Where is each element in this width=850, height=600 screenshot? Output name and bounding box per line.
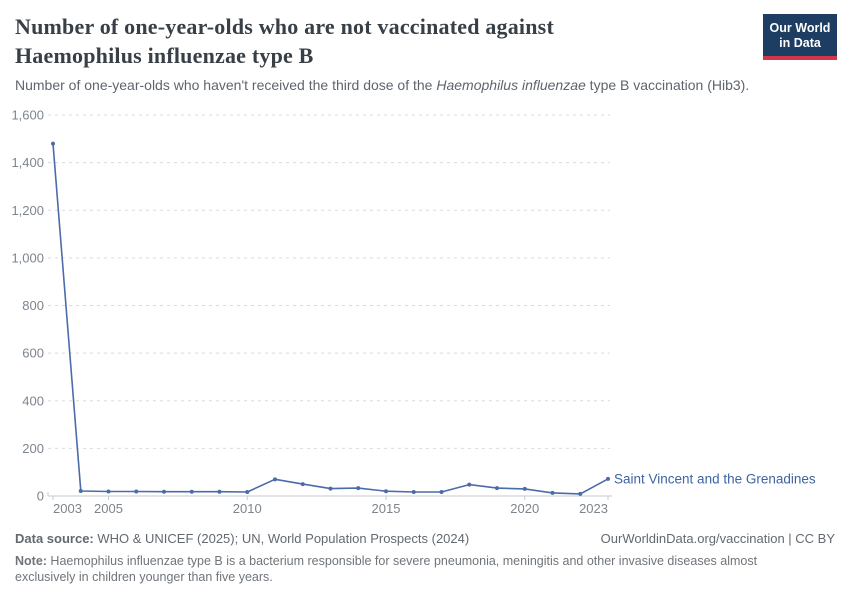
data-point xyxy=(606,476,610,481)
y-tick-label: 1,600 xyxy=(11,108,44,123)
data-point xyxy=(134,489,139,494)
data-point xyxy=(522,486,527,491)
data-point xyxy=(384,489,388,494)
license-line: OurWorldinData.org/vaccination | CC BY xyxy=(600,531,835,546)
data-source-line: Data source: WHO & UNICEF (2025); UN, Wo… xyxy=(15,531,469,548)
data-point xyxy=(106,489,111,494)
series-group xyxy=(51,141,610,496)
y-tick-label: 1,400 xyxy=(11,155,44,170)
data-point xyxy=(467,482,472,487)
x-tick-label: 2005 xyxy=(94,501,123,516)
x-axis: 2003 2005 2010 2015 2020 2023 xyxy=(47,492,612,516)
y-tick-label: 400 xyxy=(22,393,44,408)
data-point xyxy=(439,489,444,494)
series-line xyxy=(52,142,609,495)
chart-footer: Data source: WHO & UNICEF (2025); UN, Wo… xyxy=(15,531,835,586)
chart-area: 0 200 400 600 800 1,000 1,200 1,400 1,600 2003 20… xyxy=(0,100,850,530)
data-point xyxy=(356,486,361,491)
data-point xyxy=(411,489,416,494)
owid-logo-line2: in Data xyxy=(779,35,821,50)
y-tick-label: 1,000 xyxy=(11,250,44,265)
y-tick-label: 600 xyxy=(22,346,44,361)
data-point xyxy=(217,489,222,494)
subtitle-suffix-text: type B vaccination (Hib3). xyxy=(585,77,750,93)
data-point xyxy=(245,489,250,494)
y-tick-label: 0 xyxy=(37,489,44,504)
entity-labels: Saint Vincent and the Grenadines xyxy=(614,471,816,486)
data-point xyxy=(495,486,499,491)
x-tick-label: 2015 xyxy=(372,501,401,516)
note-line: Note: Haemophilus influenzae type B is a… xyxy=(15,553,820,586)
chart-title-line2: Haemophilus influenzae type B xyxy=(15,43,314,69)
x-tick-label: 2023 xyxy=(579,501,608,516)
y-tick-label: 1,200 xyxy=(11,203,44,218)
subtitle-italic-text: Haemophilus influenzae xyxy=(436,77,586,93)
note-label: Note: xyxy=(15,553,47,568)
y-tick-label: 800 xyxy=(22,298,44,313)
x-tick-label: 2010 xyxy=(233,501,262,516)
entity-label: Saint Vincent and the Grenadines xyxy=(614,471,816,486)
chart-title-line1: Number of one-year-olds who are not vacc… xyxy=(15,14,554,39)
data-point xyxy=(578,491,583,496)
data-point xyxy=(162,489,166,494)
data-point xyxy=(189,489,194,494)
data-point xyxy=(300,482,305,487)
note-text: Haemophilus influenzae type B is a bacte… xyxy=(15,553,758,585)
source-row: Data source: WHO & UNICEF (2025); UN, Wo… xyxy=(15,531,835,548)
chart-title: Number of one-year-olds who are not vacc… xyxy=(15,12,745,70)
subtitle-text: Number of one-year-olds who haven't rece… xyxy=(15,77,437,93)
y-tick-label: 200 xyxy=(22,441,44,456)
data-point xyxy=(328,486,333,491)
y-axis-labels: 0 200 400 600 800 1,000 1,200 1,400 1,600 xyxy=(11,108,44,504)
owid-logo: Our World in Data xyxy=(763,14,837,60)
data-source-label: Data source: xyxy=(15,531,94,546)
data-point xyxy=(51,141,55,146)
data-source-text: WHO & UNICEF (2025); UN, World Populatio… xyxy=(93,531,470,546)
gridlines xyxy=(48,114,610,449)
owid-logo-line1: Our World xyxy=(769,21,831,35)
data-point xyxy=(273,477,277,482)
chart-subtitle: Number of one-year-olds who haven't rece… xyxy=(15,76,825,94)
data-point xyxy=(550,490,555,495)
x-tick-label: 2020 xyxy=(510,501,539,516)
data-point xyxy=(78,488,83,493)
x-tick-label: 2003 xyxy=(53,501,82,516)
